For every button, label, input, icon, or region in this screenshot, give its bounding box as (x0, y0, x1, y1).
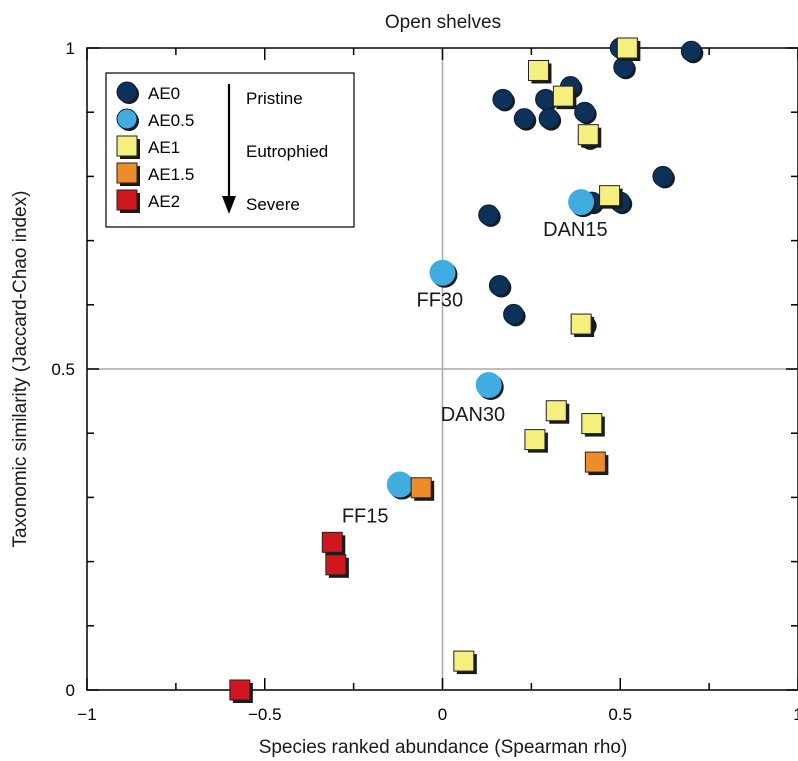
point-AE0-5 (475, 372, 502, 399)
point-AE0 (488, 275, 510, 297)
point-label: FF30 (417, 290, 464, 312)
point-AE0 (503, 303, 525, 325)
point-label: FF15 (342, 506, 389, 528)
legend-marker-AE2 (116, 189, 138, 211)
point-AE1 (552, 85, 574, 107)
legend-scale-severe: Severe (246, 195, 300, 214)
x-tick-label: 0.5 (608, 705, 632, 724)
legend-scale-eutrophied: Eutrophied (246, 142, 328, 161)
legend-label: AE1.5 (148, 165, 194, 184)
point-label: DAN15 (543, 219, 607, 241)
point-AE2 (325, 554, 347, 576)
x-tick-label: 0 (438, 705, 447, 724)
point-AE1 (453, 650, 475, 672)
point-AE2 (229, 679, 251, 701)
point-AE1 (524, 429, 546, 451)
legend-scale-pristine: Pristine (246, 89, 303, 108)
point-label: DAN30 (441, 404, 505, 426)
point-AE1 (599, 185, 621, 207)
point-AE1-5 (584, 451, 606, 473)
point-AE0-5 (386, 471, 413, 498)
point-AE0-5 (568, 189, 595, 216)
point-AE0 (574, 101, 596, 123)
data-points (229, 37, 704, 703)
legend-marker-AE0 (116, 81, 138, 103)
legend-marker-AE1 (116, 135, 138, 157)
legend-entries: AE0 AE0.5 AE1 AE1.5 AE2 (116, 81, 194, 213)
point-AE1 (577, 124, 599, 146)
legend-label: AE0.5 (148, 111, 194, 130)
point-AE0 (680, 40, 702, 62)
point-AE2 (321, 531, 343, 553)
point-AE1 (527, 59, 549, 81)
legend-label: AE1 (148, 138, 180, 157)
legend-arrow-head (222, 196, 236, 214)
y-tick-label: 1 (66, 39, 75, 58)
y-axis-title: Taxonomic similarity (Jaccard-Chao index… (10, 191, 31, 548)
axis-tick-labels: −1 −0.5 0 0.5 1 0 0.5 1 (51, 39, 798, 724)
y-tick-label: 0 (66, 681, 75, 700)
chart-title: Open shelves (385, 12, 501, 33)
y-tick-label: 0.5 (51, 360, 75, 379)
point-labels: DAN15 FF30 DAN30 FF15 (342, 219, 608, 527)
point-AE1 (616, 37, 638, 59)
x-tick-label: −0.5 (248, 705, 282, 724)
point-AE1 (545, 400, 567, 422)
legend-marker-AE0-5 (116, 108, 138, 130)
point-AE0 (513, 108, 535, 130)
point-AE0 (535, 88, 557, 110)
point-AE0 (538, 108, 560, 130)
point-AE1 (581, 413, 603, 435)
point-AE0 (652, 165, 674, 187)
axis-ticks (86, 47, 798, 691)
legend-label: AE0 (148, 84, 180, 103)
point-AE1 (570, 313, 592, 335)
legend-marker-AE1-5 (116, 162, 138, 184)
point-AE0 (492, 88, 514, 110)
point-AE1-5 (410, 477, 432, 499)
point-AE0-5 (429, 259, 456, 286)
x-tick-label: 1 (793, 705, 798, 724)
x-tick-label: −1 (77, 705, 96, 724)
x-axis-title: Species ranked abundance (Spearman rho) (259, 737, 628, 758)
point-AE0 (478, 204, 500, 226)
legend-label: AE2 (148, 192, 180, 211)
